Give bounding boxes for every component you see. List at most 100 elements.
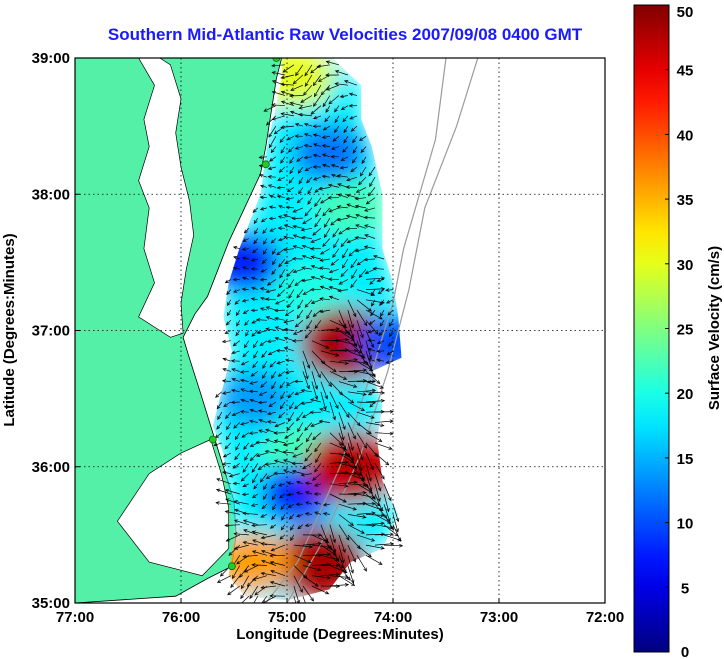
velocity-arrow [329,371,347,380]
velocity-arrow [306,176,313,184]
velocity-arrow [311,381,318,400]
velocity-arrow-head [292,331,298,335]
velocity-arrow-head [260,296,265,301]
velocity-arrow [233,246,240,250]
velocity-arrow [338,503,357,510]
velocity-arrow-head [264,449,269,454]
velocity-arrow [340,268,349,277]
velocity-arrow [259,156,267,158]
velocity-arrow [275,317,285,321]
y-axis-label: Latitude (Degrees:Minutes) [1,233,18,426]
velocity-arrow [290,534,295,541]
velocity-arrow [222,380,231,382]
velocity-arrow [251,258,258,262]
velocity-arrow-head [319,266,324,270]
velocity-arrow-head [271,250,276,255]
velocity-arrow-head [284,260,289,264]
velocity-arrow-head [251,530,256,535]
velocity-arrow-head [291,469,297,474]
velocity-arrow-head [263,108,268,112]
velocity-arrow-head [318,186,323,191]
velocity-arrow [303,84,313,96]
velocity-arrow-head [286,481,292,486]
velocity-arrow [302,350,310,369]
velocity-arrow [234,544,249,550]
velocity-arrow-head [226,311,231,317]
velocity-arrow [233,256,240,260]
velocity-arrow-head [271,270,276,275]
velocity-arrow-head [241,287,246,292]
velocity-arrow [293,565,308,579]
velocity-arrow [356,555,367,572]
velocity-arrow [302,361,309,379]
velocity-arrow [304,299,313,308]
velocity-arrow [378,289,385,294]
velocity-arrow-head [372,266,377,271]
velocity-arrow-head [314,324,319,330]
velocity-arrow [347,432,354,451]
velocity-arrow-head [302,220,307,225]
velocity-arrow [281,101,295,107]
velocity-arrow-head [307,200,312,205]
velocity-arrow [331,146,340,150]
velocity-arrow-head [389,431,394,436]
velocity-arrow [349,93,358,96]
velocity-arrow [305,524,312,527]
velocity-arrow [262,361,268,369]
velocity-arrow [302,575,319,587]
velocity-arrow [283,442,294,446]
velocity-arrow-head [343,139,348,144]
velocity-arrow-head [300,227,305,232]
velocity-arrow [365,299,385,304]
velocity-arrow-head [287,504,292,508]
velocity-arrow-head [368,489,374,494]
velocity-arrow-head [361,476,365,481]
velocity-arrow [277,187,285,189]
velocity-arrow [365,309,383,320]
velocity-arrow [252,248,259,253]
velocity-arrow [293,74,304,85]
velocity-arrow-head [286,427,291,432]
velocity-arrow-head [294,446,299,451]
velocity-arrow [329,483,348,487]
velocity-arrow-head [270,484,275,489]
velocity-arrow [226,289,232,295]
velocity-arrow [302,543,322,546]
velocity-arrow [378,330,385,336]
velocity-arrow [347,442,354,461]
velocity-arrow [307,187,313,195]
velocity-arrow [365,493,380,506]
velocity-arrow [334,115,340,123]
velocity-arrow [242,493,249,495]
velocity-arrow-head [358,273,363,279]
velocity-arrow [296,289,304,298]
velocity-arrow-head [266,281,272,286]
velocity-arrow [324,115,331,122]
velocity-arrow [234,500,249,505]
radar-station [261,160,270,169]
velocity-arrow [283,469,295,474]
velocity-arrow-head [348,103,353,108]
velocity-arrow-head [259,184,265,189]
velocity-arrow [283,451,294,454]
velocity-arrow [243,519,258,526]
velocity-arrow [356,340,365,358]
velocity-arrow-head [346,203,351,208]
velocity-arrow [323,125,331,131]
velocity-arrow [301,227,312,231]
colorbar [633,4,670,653]
velocity-arrow [288,412,295,422]
velocity-arrow-head [368,354,372,360]
velocity-arrow-head [353,384,358,388]
velocity-arrow-head [319,297,324,301]
velocity-arrow [387,309,394,316]
velocity-arrow-head [370,312,374,317]
velocity-arrow [369,177,376,187]
velocity-arrow [322,207,331,217]
velocity-arrow-head [224,279,229,284]
velocity-arrow-head [230,583,235,589]
velocity-arrow [315,452,322,463]
velocity-arrow [223,401,231,407]
velocity-arrow-head [277,237,283,242]
velocity-arrow-head [342,254,346,259]
